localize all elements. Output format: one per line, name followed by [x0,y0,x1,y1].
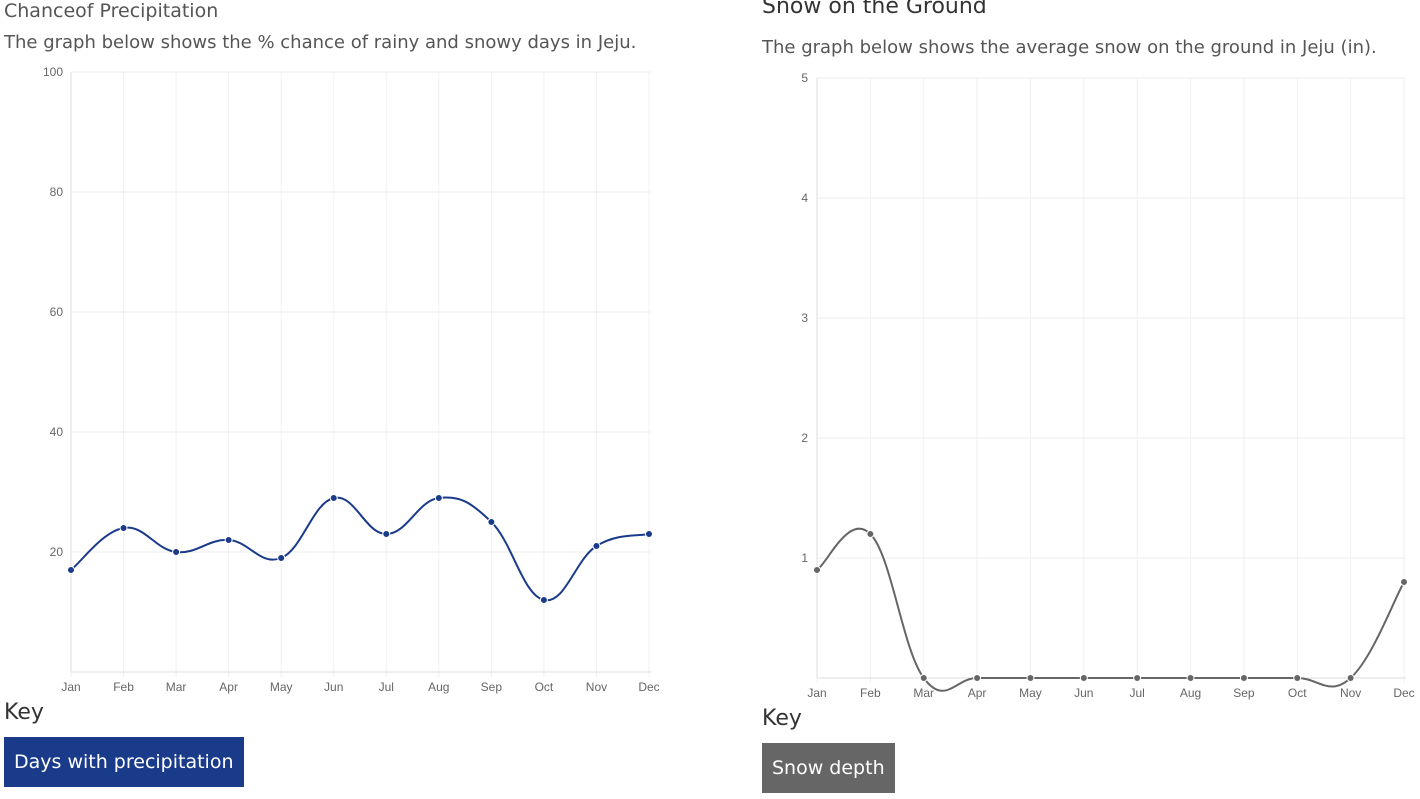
precipitation-y-tick-label: 20 [50,545,64,559]
precipitation-x-tick-label: Nov [586,680,607,694]
snow-data-point[interactable] [1346,674,1355,682]
snow-x-tick-label: Jun [1074,686,1093,700]
precipitation-y-tick-label: 60 [50,305,64,319]
snow-x-tick-label: Nov [1340,686,1361,700]
snow-key-title: Key [762,706,802,731]
precipitation-data-point[interactable] [382,530,391,538]
snow-x-tick-label: Sep [1233,686,1255,700]
snow-y-tick-label: 4 [801,191,808,205]
snow-x-tick-label: Jan [807,686,826,700]
precipitation-y-tick-label: 40 [50,425,64,439]
snow-series-line [816,527,1405,692]
precipitation-data-point[interactable] [645,530,653,538]
precipitation-x-tick-label: Dec [638,680,659,694]
precipitation-x-tick-label: Aug [428,680,449,694]
snow-data-point[interactable] [1079,674,1088,682]
precipitation-x-tick-label: Jun [324,680,343,694]
precipitation-data-point[interactable] [434,494,443,502]
precipitation-y-tick-label: 80 [50,185,64,199]
precipitation-data-point[interactable] [329,494,338,502]
precipitation-data-point[interactable] [224,536,233,544]
precipitation-legend-button[interactable]: Days with precipitation [4,737,244,787]
precipitation-chart: 20 40 60 80 100 Jan Feb Mar Apr May Jun Jul Aug Sep Oc… [43,65,660,694]
snow-data-point[interactable] [1186,674,1195,682]
precipitation-data-point[interactable] [119,524,128,532]
precipitation-data-point[interactable] [592,542,601,550]
precipitation-x-tick-label: May [270,680,293,694]
snow-y-tick-label: 5 [801,71,808,85]
snow-data-point[interactable] [919,674,928,682]
snow-x-tick-label: Oct [1288,686,1307,700]
snow-y-tick-label: 3 [801,311,808,325]
precipitation-x-tick-label: Jan [61,680,80,694]
precipitation-series-line [70,496,650,602]
precipitation-key-title: Key [4,700,44,725]
snow-x-tick-label: Apr [968,686,987,700]
snow-y-tick-label: 2 [801,431,808,445]
precipitation-x-tick-label: Jul [379,680,394,694]
snow-x-tick-label: Dec [1393,686,1414,700]
precipitation-data-point[interactable] [172,548,181,556]
snow-x-tick-label: Aug [1180,686,1201,700]
snow-panel: Snow on the Ground The graph below shows… [758,0,1420,799]
snow-data-point[interactable] [866,530,875,538]
snow-x-tick-label: Mar [913,686,934,700]
snow-y-tick-label: 1 [801,551,808,565]
snow-data-point[interactable] [1239,674,1248,682]
precipitation-x-tick-label: Feb [113,680,134,694]
precipitation-y-tick-label: 100 [43,65,63,79]
precipitation-x-tick-label: Mar [166,680,187,694]
snow-description: The graph below shows the average snow o… [762,37,1377,58]
snow-x-tick-label: Jul [1130,686,1145,700]
snow-data-point[interactable] [813,566,821,574]
precipitation-panel: Chanceof Precipitation The graph below s… [0,0,700,799]
precipitation-title: Chanceof Precipitation [4,0,219,22]
snow-x-tick-label: Feb [860,686,881,700]
precipitation-x-tick-label: Oct [535,680,554,694]
snow-x-tick-label: May [1019,686,1042,700]
snow-data-point[interactable] [973,674,982,682]
snow-data-point[interactable] [1293,674,1302,682]
precipitation-data-point[interactable] [277,554,286,562]
snow-data-point[interactable] [1133,674,1142,682]
snow-data-point[interactable] [1400,578,1408,586]
precipitation-description: The graph below shows the % chance of ra… [4,32,637,53]
snow-chart: 1 2 3 4 5 Jan Feb Mar Apr May Jun Jul Aug Sep Oct Nov De… [801,71,1414,700]
precipitation-data-point[interactable] [67,566,75,574]
precipitation-data-point[interactable] [539,596,548,604]
snow-legend-button[interactable]: Snow depth [762,743,895,793]
precipitation-data-point[interactable] [487,518,496,526]
precipitation-x-tick-label: Apr [219,680,238,694]
snow-title: Snow on the Ground [762,0,987,19]
snow-data-point[interactable] [1026,674,1035,682]
precipitation-x-tick-label: Sep [481,680,503,694]
